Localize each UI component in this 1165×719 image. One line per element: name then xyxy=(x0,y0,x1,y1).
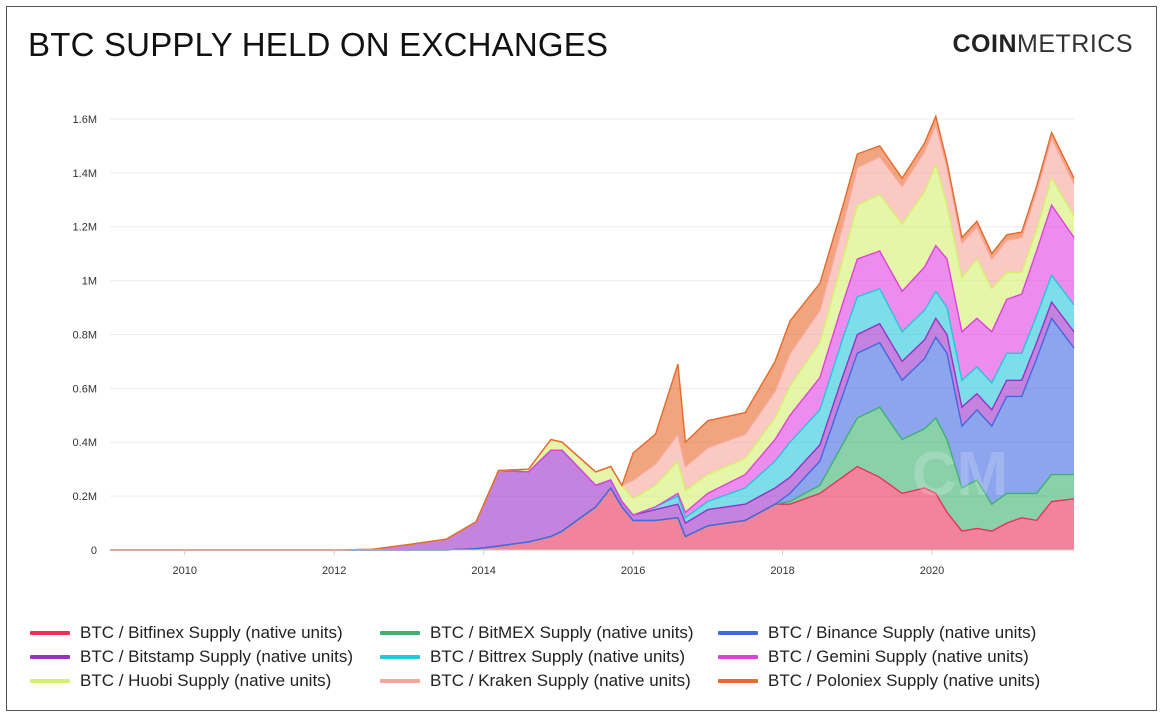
legend-item[interactable]: BTC / Huobi Supply (native units) xyxy=(30,670,380,692)
y-tick-label: 1.6M xyxy=(73,114,97,126)
axis-layer: 0 0.2M 0.4M 0.6M 0.8M 1M 1.2M 1.4M 1.6M 2010 2012 2… xyxy=(73,114,1074,577)
chart-legend: BTC / Bitfinex Supply (native units) BTC … xyxy=(30,622,1140,692)
watermark-logo: CM xyxy=(912,440,1008,509)
legend-item[interactable]: BTC / Poloniex Supply (native units) xyxy=(718,670,1058,692)
legend-label: BTC / Binance Supply (native units) xyxy=(768,623,1037,642)
legend-swatch xyxy=(380,631,420,635)
legend-swatch xyxy=(718,655,758,659)
legend-item[interactable]: BTC / BitMEX Supply (native units) xyxy=(380,622,718,644)
x-tick-label: 2012 xyxy=(322,565,346,577)
legend-item[interactable]: BTC / Binance Supply (native units) xyxy=(718,622,1058,644)
y-tick-label: 0.8M xyxy=(73,329,97,341)
legend-label: BTC / Gemini Supply (native units) xyxy=(768,647,1029,666)
legend-label: BTC / BitMEX Supply (native units) xyxy=(430,623,694,642)
legend-swatch xyxy=(718,679,758,683)
legend-label: BTC / Huobi Supply (native units) xyxy=(80,671,332,690)
legend-swatch xyxy=(30,631,70,635)
legend-swatch xyxy=(380,655,420,659)
legend-label: BTC / Kraken Supply (native units) xyxy=(430,671,691,690)
y-tick-label: 0 xyxy=(91,545,97,557)
x-tick-label: 2014 xyxy=(471,565,495,577)
y-tick-label: 1.4M xyxy=(73,168,97,180)
x-tick-label: 2018 xyxy=(770,565,794,577)
legend-item[interactable]: BTC / Bitfinex Supply (native units) xyxy=(30,622,380,644)
legend-swatch xyxy=(718,631,758,635)
legend-label: BTC / Poloniex Supply (native units) xyxy=(768,671,1041,690)
line-series-9 xyxy=(110,113,1075,551)
legend-label: BTC / Bittrex Supply (native units) xyxy=(430,647,686,666)
brand-logo-light: METRICS xyxy=(1017,30,1133,58)
legend-label: BTC / Bitfinex Supply (native units) xyxy=(80,623,343,642)
line-layer xyxy=(110,113,1075,551)
area-series-1 xyxy=(110,466,1074,550)
line-series-3 xyxy=(110,316,1075,551)
y-tick-label: 1M xyxy=(82,276,97,288)
area-layer xyxy=(110,116,1074,551)
y-tick-label: 0.2M xyxy=(73,491,97,503)
chart-title: BTC SUPPLY HELD ON EXCHANGES xyxy=(28,26,609,63)
legend-label: BTC / Bitstamp Supply (native units) xyxy=(80,647,354,666)
x-tick-label: 2016 xyxy=(621,565,645,577)
y-tick-label: 0.6M xyxy=(73,383,97,395)
legend-item[interactable]: BTC / Bittrex Supply (native units) xyxy=(380,646,718,668)
legend-item[interactable]: BTC / Kraken Supply (native units) xyxy=(380,670,718,692)
area-series-4 xyxy=(110,302,1074,550)
y-tick-label: 1.2M xyxy=(73,222,97,234)
legend-swatch xyxy=(380,679,420,683)
legend-item[interactable]: BTC / Bitstamp Supply (native units) xyxy=(30,646,380,668)
x-tick-label: 2010 xyxy=(172,565,196,577)
legend-swatch xyxy=(30,679,70,683)
brand-logo-bold: COIN xyxy=(952,30,1017,58)
brand-logo: COINMETRICS xyxy=(953,30,1134,59)
area-series-7 xyxy=(110,164,1074,550)
y-tick-label: 0.4M xyxy=(73,437,97,449)
legend-swatch xyxy=(30,655,70,659)
legend-item[interactable]: BTC / Gemini Supply (native units) xyxy=(718,646,1058,668)
x-tick-label: 2020 xyxy=(920,565,944,577)
